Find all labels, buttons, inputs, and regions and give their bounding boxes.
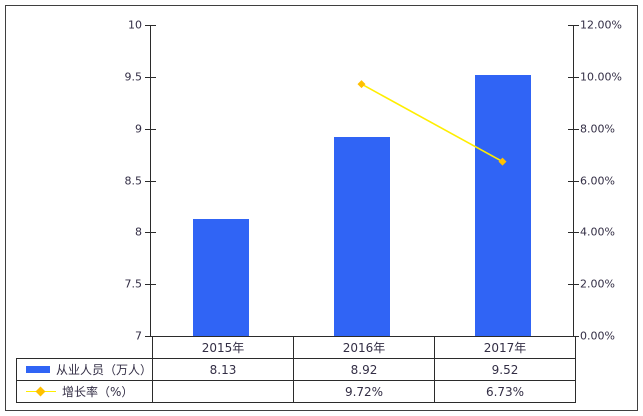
legend-entry: 从业人员（万人） — [18, 361, 153, 378]
bar-series-swatch — [26, 366, 50, 373]
right-axis-tick-label: 8.00% — [580, 122, 615, 136]
right-axis-tick-label: 4.00% — [580, 225, 615, 239]
bar-2017年 — [474, 74, 531, 336]
category-cell: 2016年 — [293, 336, 436, 359]
value-cell: 8.92 — [293, 358, 436, 381]
value-cell: 9.72% — [293, 380, 436, 403]
table-corner-empty — [17, 337, 153, 359]
left-axis-tick — [145, 25, 156, 26]
right-axis-tick-label: 12.00% — [580, 18, 622, 32]
right-axis-tick — [568, 25, 579, 26]
line-series-swatch — [26, 386, 56, 397]
left-axis-tick-label: 8.5 — [124, 174, 143, 187]
line-swatch-diamond-icon — [35, 386, 46, 397]
bar-2015年 — [192, 218, 249, 336]
category-cell: 2015年 — [152, 336, 295, 359]
data-table: 2015年 2016年 2017年从业人员（万人） 8.13 8.92 9.52 增长率（%… — [15, 336, 577, 403]
right-axis-tick — [568, 180, 579, 182]
legend-entry: 增长率（%） — [18, 383, 152, 400]
left-axis-tick-label: 8 — [135, 225, 142, 239]
figure-border — [5, 5, 638, 411]
legend-series-name: 从业人员（万人） — [56, 363, 153, 377]
value-cell: 9.52 — [434, 358, 577, 381]
right-axis-tick-label: 0.00% — [580, 329, 615, 343]
value-cell — [152, 380, 295, 403]
left-axis-tick — [145, 180, 156, 182]
right-axis-tick — [568, 76, 579, 78]
right-axis-tick-label: 6.00% — [580, 174, 615, 187]
category-cell: 2017年 — [434, 336, 577, 359]
value-cell: 6.73% — [434, 380, 577, 403]
left-axis-tick — [145, 128, 156, 130]
left-axis-tick-label: 10 — [128, 18, 142, 32]
bar-2016年 — [333, 137, 390, 336]
left-axis-tick-label: 7 — [135, 329, 142, 343]
legend-label-cell: 从业人员（万人） — [15, 358, 154, 381]
left-axis-tick-label: 9 — [135, 122, 142, 136]
legend-label-cell: 增长率（%） — [15, 380, 154, 403]
legend-series-name: 增长率（%） — [62, 385, 134, 399]
right-axis-tick-label: 10.00% — [580, 70, 622, 84]
right-axis-tick — [568, 128, 579, 130]
left-axis-tick-label: 7.5 — [124, 277, 143, 291]
right-axis-tick — [568, 232, 579, 234]
right-axis-tick — [568, 284, 579, 286]
left-axis-tick — [145, 76, 156, 78]
value-cell: 8.13 — [152, 358, 295, 381]
left-axis-tick — [145, 232, 156, 234]
left-axis-tick — [145, 284, 156, 286]
left-axis-tick — [145, 336, 156, 337]
right-axis-tick-label: 2.00% — [580, 277, 615, 291]
left-axis-tick-label: 9.5 — [124, 70, 143, 84]
